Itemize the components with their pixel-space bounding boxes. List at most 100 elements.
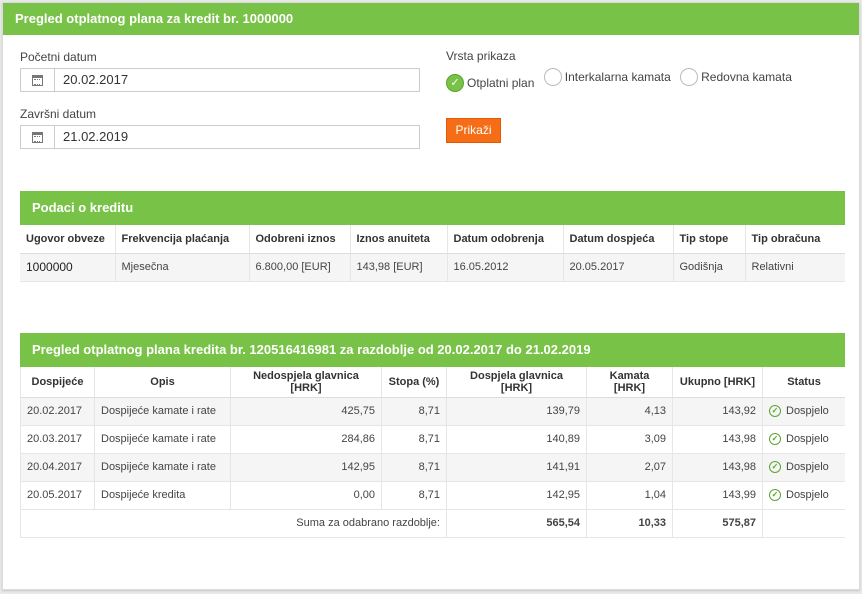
status-cell: ✓ Dospjelo [762, 481, 845, 510]
column-header: Ugovor obveze [20, 225, 116, 254]
table-cell: Dospijeće kredita [94, 481, 231, 510]
credit-info-title: Podaci o kreditu [20, 191, 845, 225]
sum-principal: 565,54 [446, 509, 587, 538]
radio-label: Redovna kamata [701, 70, 792, 84]
view-type-label: Vrsta prikaza [446, 49, 516, 63]
table-cell: 143,98 [672, 453, 763, 482]
check-circle-icon: ✓ [769, 405, 781, 417]
table-cell: Relativni [745, 253, 845, 282]
table-cell: 20.04.2017 [20, 453, 95, 482]
table-cell: Dospijeće kamate i rate [94, 425, 231, 454]
table-row: 20.02.2017 Dospijeće kamate i rate 425,7… [20, 397, 845, 426]
sum-row: Suma za odabrano razdoblje: 565,54 10,33… [20, 509, 845, 538]
column-header: Dospjela glavnica [HRK] [446, 367, 587, 398]
column-header: Frekvencija plaćanja [115, 225, 250, 254]
check-circle-icon: ✓ [769, 489, 781, 501]
column-header: Tip stope [673, 225, 746, 254]
status-cell: ✓ Dospjelo [762, 453, 845, 482]
table-cell: 20.05.2017 [20, 481, 95, 510]
status-text: Dospjelo [786, 489, 829, 501]
sum-total: 575,87 [672, 509, 763, 538]
column-header: Ukupno [HRK] [672, 367, 763, 398]
table-cell: 1000000 [20, 253, 116, 282]
repayment-plan-title: Pregled otplatnog plana kredita br. 1205… [20, 333, 845, 367]
radio-redovna-kamata[interactable]: Redovna kamata [680, 68, 792, 86]
table-cell: 1,04 [586, 481, 673, 510]
start-date-label: Početni datum [20, 50, 97, 64]
check-icon[interactable]: ✓ [446, 73, 464, 92]
show-button[interactable]: Prikaži [446, 118, 501, 143]
table-cell: 3,09 [586, 425, 673, 454]
radio-label: Interkalarna kamata [564, 70, 671, 84]
check-circle-icon: ✓ [769, 433, 781, 445]
radio-interkalarna-kamata[interactable]: Interkalarna kamata [543, 68, 671, 86]
view-type-group: Vrsta prikaza ✓ Otplatni plan Interkalar… [446, 49, 798, 92]
radio-otplatni-plan[interactable]: ✓ Otplatni plan [446, 73, 535, 92]
table-cell: 16.05.2012 [447, 253, 564, 282]
table-row: 20.03.2017 Dospijeće kamate i rate 284,8… [20, 425, 845, 454]
table-cell: 8,71 [381, 481, 447, 510]
table-row: 20.04.2017 Dospijeće kamate i rate 142,9… [20, 453, 845, 482]
table-cell: 141,91 [446, 453, 587, 482]
table-cell [762, 509, 845, 538]
sum-interest: 10,33 [586, 509, 673, 538]
table-cell: Dospijeće kamate i rate [94, 397, 231, 426]
table-cell: 6.800,00 [EUR] [249, 253, 351, 282]
credit-info-section: Podaci o kreditu Ugovor obveze Frekvenci… [20, 191, 845, 282]
column-header: Stopa (%) [381, 367, 447, 398]
table-cell: 142,95 [230, 453, 382, 482]
status-text: Dospjelo [786, 461, 829, 473]
table-cell: 4,13 [586, 397, 673, 426]
table-cell: 143,99 [672, 481, 763, 510]
table-cell: 284,86 [230, 425, 382, 454]
table-cell: 143,98 [672, 425, 763, 454]
table-cell: 425,75 [230, 397, 382, 426]
sum-label: Suma za odabrano razdoblje: [20, 509, 447, 538]
check-circle-icon: ✓ [769, 461, 781, 473]
column-header: Opis [94, 367, 231, 398]
table-cell: 142,95 [446, 481, 587, 510]
table-cell: 143,92 [672, 397, 763, 426]
table-cell: 2,07 [586, 453, 673, 482]
calendar-icon[interactable] [21, 69, 55, 91]
table-cell: 140,89 [446, 425, 587, 454]
radio-circle-icon[interactable] [680, 68, 699, 86]
column-header: Datum dospjeća [563, 225, 674, 254]
start-date-value[interactable]: 20.02.2017 [63, 72, 129, 87]
column-header: Tip obračuna [745, 225, 845, 254]
start-date-field[interactable]: 20.02.2017 [20, 68, 420, 92]
column-header: Dospijeće [20, 367, 95, 398]
status-text: Dospjelo [786, 405, 829, 417]
end-date-label: Završni datum [20, 107, 97, 121]
table-cell: Godišnja [673, 253, 746, 282]
repayment-plan-section: Pregled otplatnog plana kredita br. 1205… [20, 333, 845, 538]
table-row: 20.05.2017 Dospijeće kredita 0,00 8,71 1… [20, 481, 845, 510]
end-date-field[interactable]: 21.02.2019 [20, 125, 420, 149]
repayment-plan-table: Dospijeće Opis Nedospjela glavnica [HRK]… [20, 367, 845, 538]
status-cell: ✓ Dospjelo [762, 425, 845, 454]
table-cell: 8,71 [381, 397, 447, 426]
radio-label: Otplatni plan [467, 75, 535, 90]
table-cell: 0,00 [230, 481, 382, 510]
table-row: 1000000 Mjesečna 6.800,00 [EUR] 143,98 [… [20, 253, 845, 282]
status-text: Dospjelo [786, 433, 829, 445]
column-header: Kamata [HRK] [586, 367, 673, 398]
column-header: Nedospjela glavnica [HRK] [230, 367, 382, 398]
table-cell: 8,71 [381, 453, 447, 482]
column-header: Iznos anuiteta [350, 225, 448, 254]
table-cell: 143,98 [EUR] [350, 253, 448, 282]
page-title: Pregled otplatnog plana za kredit br. 10… [3, 3, 859, 35]
end-date-value[interactable]: 21.02.2019 [63, 129, 129, 144]
column-header: Status [762, 367, 845, 398]
calendar-icon[interactable] [21, 126, 55, 148]
column-header: Odobreni iznos [249, 225, 351, 254]
table-cell: 8,71 [381, 425, 447, 454]
status-cell: ✓ Dospjelo [762, 397, 845, 426]
table-cell: 20.03.2017 [20, 425, 95, 454]
table-cell: Dospijeće kamate i rate [94, 453, 231, 482]
column-header: Datum odobrenja [447, 225, 564, 254]
credit-info-table: Ugovor obveze Frekvencija plaćanja Odobr… [20, 225, 845, 282]
radio-circle-icon[interactable] [543, 68, 562, 86]
table-cell: 20.02.2017 [20, 397, 95, 426]
